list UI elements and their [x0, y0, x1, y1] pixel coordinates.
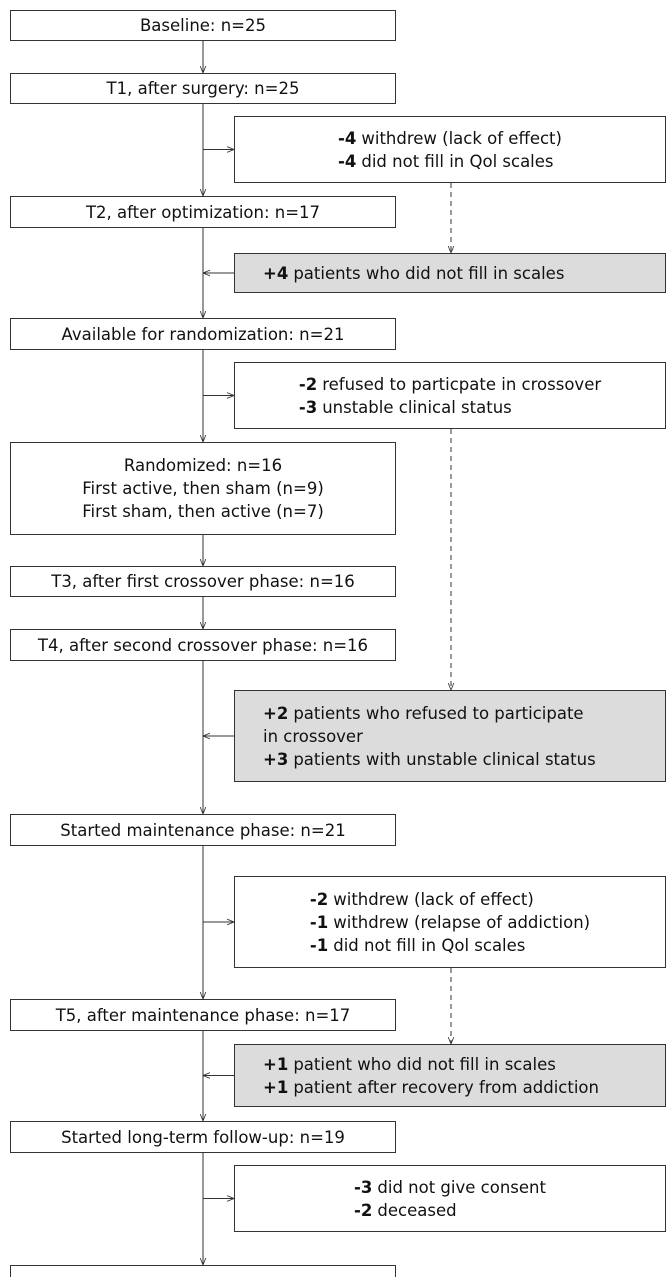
box-text: Started maintenance phase: n=21 [60, 820, 346, 840]
main-box: Started maintenance phase: n=21 [10, 814, 396, 846]
box-text: First active, then sham (n=9) [82, 479, 324, 498]
count: -1 [309, 935, 329, 955]
box-content: -4 withdrew (lack of effect) -4 did not fil… [338, 127, 562, 173]
box-line: -2 deceased [354, 1199, 546, 1222]
addition-box: +2 patients who refused to participate in … [234, 690, 666, 782]
description: refused to particpate in crossover [322, 374, 602, 394]
count: -3 [298, 397, 318, 417]
box-line: +1 patient who did not fill in scales [263, 1053, 599, 1076]
box-text: Randomized: n=16 [123, 456, 283, 475]
box-text: First sham, then active (n=7) [82, 502, 324, 521]
main-box: Started long-term follow-up: n=19 [10, 1121, 396, 1153]
box-content: +2 patients who refused to participate in … [263, 702, 596, 771]
description: patient after recovery from addiction [293, 1077, 599, 1097]
main-box: T1, after surgery: n=25 [10, 73, 396, 104]
box-line: -3 did not give consent [354, 1176, 546, 1199]
addition-box: +4 patients who did not fill in scales [234, 253, 666, 293]
box-line: in crossover [263, 725, 596, 748]
box-line: -1 withdrew (relapse of addiction) [310, 911, 590, 934]
box-text: T2, after optimization: n=17 [85, 202, 321, 222]
description: patients who did not fill in scales [293, 263, 565, 283]
box-line: +1 patient after recovery from addiction [263, 1076, 599, 1099]
box-text: T5, after maintenance phase: n=17 [55, 1005, 351, 1025]
box-line: -4 did not fill in Qol scales [338, 150, 562, 173]
box-line: -2 refused to particpate in crossover [299, 373, 601, 396]
main-box: T3, after first crossover phase: n=16 [10, 566, 396, 597]
box-content: -2 refused to particpate in crossover -3 un… [299, 373, 601, 419]
exclusion-box: -2 withdrew (lack of effect) -1 withdrew (r… [234, 876, 666, 968]
count: -4 [338, 128, 357, 148]
box-content: +1 patient who did not fill in scales +1 pa… [263, 1053, 599, 1099]
box-line: -4 withdrew (lack of effect) [338, 127, 562, 150]
main-box: Randomized: n=16 First active, then sham … [10, 442, 396, 535]
description: patient who did not fill in scales [293, 1054, 556, 1074]
box-line: -1 did not fill in Qol scales [310, 934, 590, 957]
description: in crossover [263, 726, 363, 746]
box-line: +2 patients who refused to participate [263, 702, 596, 725]
description: deceased [377, 1200, 457, 1220]
box-text: Baseline: n=25 [139, 16, 267, 35]
count: -2 [354, 1200, 373, 1220]
description: withdrew (lack of effect) [333, 889, 534, 909]
main-box: Available for randomization: n=21 [10, 318, 396, 350]
box-content: -3 did not give consent -2 deceased [354, 1176, 546, 1222]
count: +2 [263, 703, 289, 723]
description: did not fill in Qol scales [361, 151, 554, 171]
count: -1 [309, 912, 329, 932]
count: -2 [298, 374, 318, 394]
count: -4 [338, 151, 357, 171]
addition-box: +1 patient who did not fill in scales +1 pa… [234, 1044, 666, 1107]
main-box: T4, after second crossover phase: n=16 [10, 629, 396, 661]
main-box: T2, after optimization: n=17 [10, 196, 396, 228]
box-text: T4, after second crossover phase: n=16 [37, 635, 369, 655]
main-box: T5, after maintenance phase: n=17 [10, 999, 396, 1031]
description: did not fill in Qol scales [333, 935, 526, 955]
box-content: +4 patients who did not fill in scales [263, 262, 564, 285]
description: withdrew (lack of effect) [361, 128, 562, 148]
box-content: -2 withdrew (lack of effect) -1 withdrew (r… [310, 888, 590, 957]
description: withdrew (relapse of addiction) [333, 912, 591, 932]
description: did not give consent [377, 1177, 546, 1197]
box-text: T1, after surgery: n=25 [106, 79, 300, 98]
box-line: +4 patients who did not fill in scales [263, 262, 564, 285]
exclusion-box: -3 did not give consent -2 deceased [234, 1165, 666, 1232]
box-text: Started long-term follow-up: n=19 [61, 1127, 345, 1147]
count: -3 [354, 1177, 373, 1197]
box-text: Available for randomization: n=21 [61, 324, 345, 344]
description: patients with unstable clinical status [293, 749, 596, 769]
description: patients who refused to participate [293, 703, 584, 723]
main-box: Baseline: n=25 [10, 10, 396, 41]
count: +3 [263, 749, 289, 769]
box-line: -3 unstable clinical status [299, 396, 601, 419]
count: -2 [309, 889, 329, 909]
main-box: T6, at last follow-up: n=14 [10, 1265, 396, 1277]
description: unstable clinical status [322, 397, 512, 417]
box-line: +3 patients with unstable clinical status [263, 748, 596, 771]
exclusion-box: -4 withdrew (lack of effect) -4 did not fil… [234, 116, 666, 183]
box-line: -2 withdrew (lack of effect) [310, 888, 590, 911]
count: +4 [263, 263, 289, 283]
exclusion-box: -2 refused to particpate in crossover -3 un… [234, 362, 666, 429]
box-text: T6, at last follow-up: n=14 [93, 1274, 313, 1277]
count: +1 [263, 1054, 289, 1074]
box-text: T3, after first crossover phase: n=16 [51, 572, 355, 591]
count: +1 [263, 1077, 289, 1097]
